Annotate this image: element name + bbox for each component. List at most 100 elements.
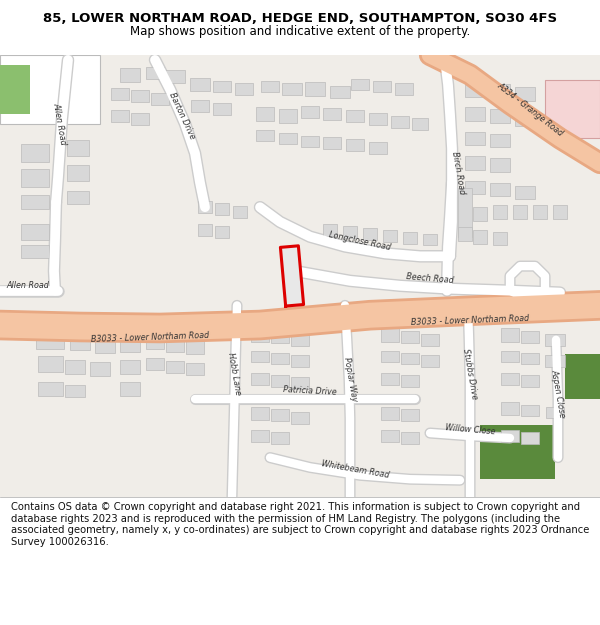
Bar: [198, 201, 212, 213]
Bar: [473, 208, 487, 221]
Bar: [465, 181, 485, 194]
Bar: [251, 430, 269, 442]
Bar: [480, 425, 555, 479]
Bar: [381, 430, 399, 442]
Bar: [166, 361, 184, 373]
Text: Hobb Lane: Hobb Lane: [226, 352, 242, 396]
Text: Map shows position and indicative extent of the property.: Map shows position and indicative extent…: [130, 26, 470, 39]
Bar: [111, 88, 129, 100]
Bar: [381, 328, 399, 342]
Bar: [131, 91, 149, 102]
Text: Longclose Road: Longclose Road: [328, 231, 392, 253]
Bar: [473, 230, 487, 244]
Bar: [490, 182, 510, 196]
Bar: [251, 328, 269, 342]
Bar: [490, 109, 510, 122]
Bar: [67, 191, 89, 204]
Bar: [291, 412, 309, 424]
Text: B3033 - Lower Northam Road: B3033 - Lower Northam Road: [411, 314, 529, 327]
Bar: [465, 107, 485, 121]
Bar: [465, 81, 485, 98]
Polygon shape: [280, 246, 304, 306]
Bar: [401, 409, 419, 421]
Bar: [515, 186, 535, 199]
Text: 85, LOWER NORTHAM ROAD, HEDGE END, SOUTHAMPTON, SO30 4FS: 85, LOWER NORTHAM ROAD, HEDGE END, SOUTH…: [43, 12, 557, 25]
Bar: [351, 79, 369, 91]
Bar: [501, 373, 519, 385]
Bar: [21, 244, 49, 258]
Text: Beech Road: Beech Road: [406, 272, 454, 286]
Bar: [401, 432, 419, 444]
Bar: [545, 356, 565, 367]
Bar: [251, 351, 269, 362]
Bar: [301, 106, 319, 118]
Bar: [545, 334, 565, 346]
Bar: [501, 328, 519, 342]
Bar: [279, 109, 297, 122]
Bar: [146, 335, 164, 349]
Bar: [21, 169, 49, 187]
Bar: [501, 351, 519, 362]
Bar: [490, 84, 510, 98]
Bar: [67, 141, 89, 156]
Bar: [146, 67, 164, 79]
Bar: [501, 402, 519, 416]
Text: Barton Drive: Barton Drive: [167, 91, 197, 141]
Bar: [323, 108, 341, 120]
Bar: [330, 86, 350, 98]
Bar: [256, 107, 274, 121]
Bar: [120, 68, 140, 81]
Bar: [271, 352, 289, 364]
Bar: [513, 205, 527, 219]
Text: Birch Road: Birch Road: [450, 151, 466, 195]
Text: Aspen Close: Aspen Close: [550, 369, 566, 419]
Bar: [553, 205, 567, 219]
Bar: [186, 363, 204, 375]
Bar: [343, 226, 357, 238]
Bar: [465, 132, 485, 146]
Text: B3033 - Lower Northam Road: B3033 - Lower Northam Road: [91, 331, 209, 344]
Bar: [37, 382, 62, 396]
Bar: [421, 334, 439, 346]
Bar: [546, 406, 564, 418]
Bar: [191, 100, 209, 112]
Text: A334 - Grange Road: A334 - Grange Road: [495, 81, 565, 138]
Bar: [401, 352, 419, 364]
Bar: [21, 224, 49, 239]
Bar: [521, 352, 539, 364]
Bar: [215, 226, 229, 238]
Bar: [131, 113, 149, 125]
Bar: [0, 55, 100, 124]
Bar: [251, 406, 269, 420]
Bar: [423, 234, 437, 246]
Bar: [251, 373, 269, 385]
Bar: [533, 205, 547, 219]
Bar: [282, 84, 302, 95]
Bar: [369, 113, 387, 125]
Bar: [120, 338, 140, 351]
Bar: [271, 331, 289, 342]
Bar: [521, 331, 539, 342]
Bar: [346, 139, 364, 151]
Bar: [373, 81, 391, 92]
Bar: [111, 110, 129, 122]
Bar: [186, 341, 204, 354]
Text: Stubbs Drive: Stubbs Drive: [461, 348, 479, 400]
Bar: [233, 206, 247, 218]
Bar: [521, 404, 539, 416]
Text: Patricia Drive: Patricia Drive: [283, 385, 337, 397]
Bar: [412, 118, 428, 129]
Text: Contains OS data © Crown copyright and database right 2021. This information is : Contains OS data © Crown copyright and d…: [11, 502, 589, 547]
Bar: [493, 232, 507, 246]
Bar: [421, 356, 439, 367]
Bar: [521, 375, 539, 387]
Bar: [213, 103, 231, 115]
Bar: [190, 78, 210, 91]
Bar: [458, 188, 472, 237]
Text: Willow Close: Willow Close: [445, 423, 496, 437]
Bar: [565, 354, 600, 399]
Bar: [291, 377, 309, 389]
Bar: [90, 362, 110, 376]
Bar: [146, 358, 164, 370]
Polygon shape: [0, 55, 80, 84]
